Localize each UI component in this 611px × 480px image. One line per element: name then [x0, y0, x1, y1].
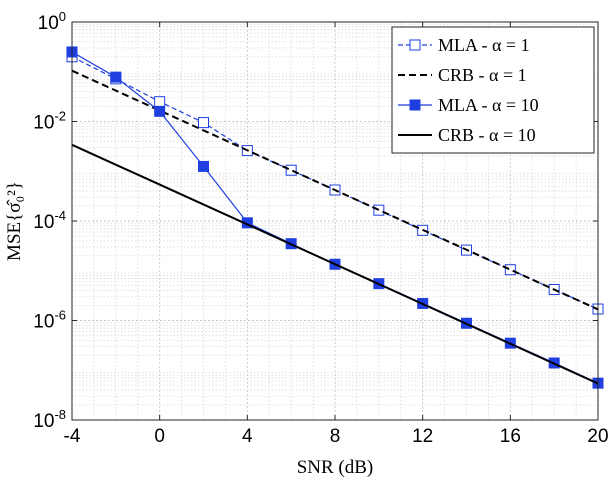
data-point	[285, 164, 297, 176]
legend-label-2: CRB - α = 1	[438, 65, 527, 85]
legend-marker-1	[409, 39, 421, 51]
y-axis-ticks: 10-8 10-6 10-4 10-2 100	[33, 9, 598, 432]
x-tick-label: 20	[587, 426, 608, 447]
x-tick-label: 0	[154, 426, 165, 447]
legend-label-4: CRB - α = 10	[438, 125, 536, 145]
y-tick-label: 10-4	[33, 208, 66, 233]
y-tick-label: 10-6	[33, 308, 66, 333]
x-tick-label: -4	[64, 426, 81, 447]
series-line-4	[71, 143, 599, 385]
legend-label-3: MLA - α = 10	[438, 95, 539, 115]
x-tick-label: 4	[242, 426, 253, 447]
y-axis-label: MSE{σ̂₀²}	[4, 181, 25, 261]
data-point	[198, 160, 209, 172]
data-point	[154, 96, 166, 108]
x-axis-label: SNR (dB)	[297, 457, 374, 478]
data-point	[154, 105, 166, 117]
y-tick-label: 100	[38, 9, 66, 34]
x-axis-ticks: -4 0 4 8 12 16 20	[64, 22, 609, 447]
x-tick-label: 16	[500, 426, 521, 447]
y-tick-label: 10-2	[33, 109, 66, 134]
legend: MLA - α = 1 CRB - α = 1 MLA - α = 10 CRB - …	[391, 26, 595, 154]
legend-box	[391, 26, 595, 154]
legend-label-1: MLA - α = 1	[438, 35, 530, 55]
data-point	[110, 71, 122, 83]
y-tick-label: 10-8	[33, 407, 66, 432]
data-point	[198, 117, 209, 129]
series-line-2	[71, 69, 599, 311]
legend-marker-3	[409, 99, 421, 111]
x-tick-label: 8	[330, 426, 341, 447]
x-tick-label: 12	[412, 426, 433, 447]
data-point	[373, 204, 385, 216]
data-point	[504, 264, 516, 276]
